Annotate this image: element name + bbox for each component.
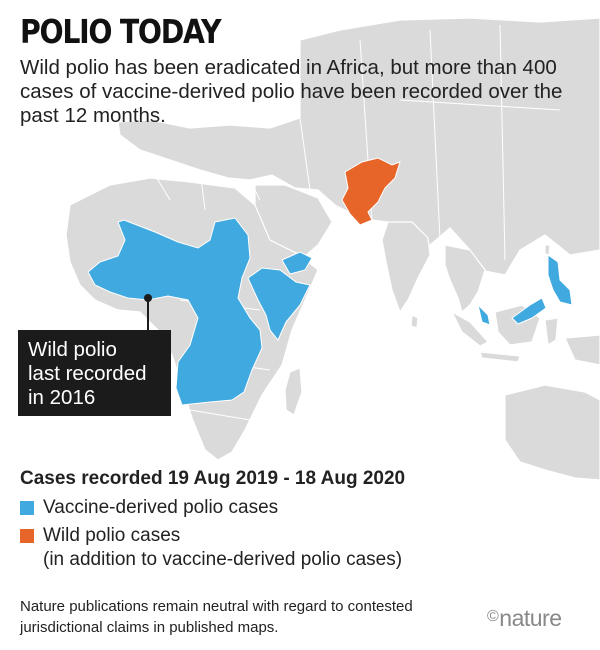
callout-pointer-line xyxy=(147,298,149,330)
taiwan-land xyxy=(544,244,551,256)
legend-label-wild: Wild polio cases xyxy=(43,525,181,546)
callout-line-2: last recorded xyxy=(28,362,147,385)
yemen-region xyxy=(281,251,313,275)
copyright-symbol: © xyxy=(487,608,499,625)
vaccine-derived-regions xyxy=(87,217,573,406)
wild-polio-callout: Wild polio last recorded in 2016 xyxy=(18,330,171,416)
wild-regions xyxy=(341,157,401,226)
legend-title: Cases recorded 19 Aug 2019 - 18 Aug 2020 xyxy=(20,468,406,489)
sumatra-land xyxy=(450,310,489,347)
nature-logo: ©nature xyxy=(487,605,562,632)
newguinea-land xyxy=(564,334,600,366)
legend-item-vaccine-derived: Vaccine-derived polio cases xyxy=(20,496,590,520)
legend-label-vaccine-derived: Vaccine-derived polio cases xyxy=(43,497,279,518)
malaysia-borneo-region xyxy=(511,297,547,325)
afghanistan-pakistan-region xyxy=(341,157,401,226)
land-base xyxy=(65,17,600,481)
legend-item-wild: Wild polio cases (in addition to vaccine… xyxy=(20,524,590,572)
philippines-region xyxy=(547,254,573,306)
logo-text: nature xyxy=(499,605,562,631)
west-africa-region xyxy=(87,217,263,406)
srilanka-land xyxy=(410,314,419,329)
footnote: Nature publications remain neutral with … xyxy=(20,598,413,636)
sulawesi-land xyxy=(544,317,559,347)
callout-line-1: Wild polio xyxy=(28,338,117,361)
malaysia-peninsula-region xyxy=(477,303,491,326)
page-subtitle: Wild polio has been eradicated in Africa… xyxy=(20,56,563,127)
australia-land xyxy=(504,384,600,481)
vaccine-derived-swatch xyxy=(20,501,34,515)
page-title: POLIO TODAY xyxy=(20,12,222,51)
wild-swatch xyxy=(20,529,34,543)
india-land xyxy=(381,221,431,314)
legend-note-wild: (in addition to vaccine-derived polio ca… xyxy=(43,549,403,570)
horn-africa-region xyxy=(247,267,311,341)
map-legend: Cases recorded 19 Aug 2019 - 18 Aug 2020… xyxy=(20,468,590,572)
java-land xyxy=(479,351,521,363)
se-asia-land xyxy=(444,244,486,314)
madagascar-land xyxy=(284,367,303,416)
callout-line-3: in 2016 xyxy=(28,386,96,409)
